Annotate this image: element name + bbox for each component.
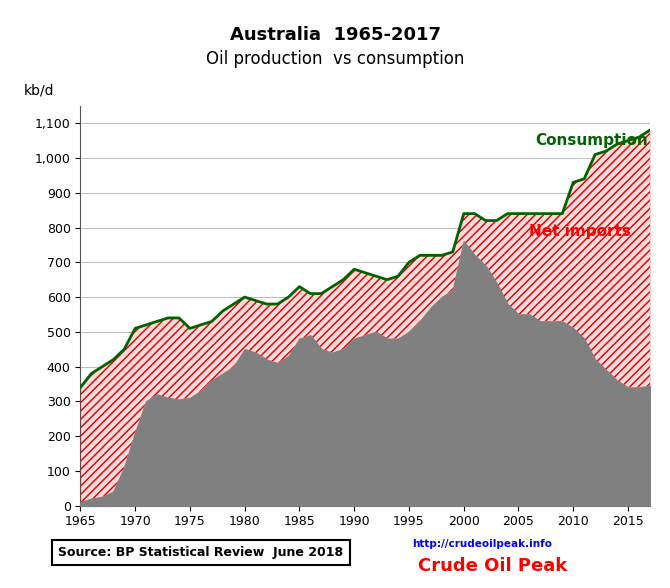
Text: Australia  1965-2017: Australia 1965-2017	[230, 26, 440, 45]
Text: Net imports: Net imports	[529, 223, 631, 239]
Text: kb/d: kb/d	[23, 84, 54, 98]
Text: Oil production  vs consumption: Oil production vs consumption	[206, 50, 464, 68]
Text: Source: BP Statistical Review  June 2018: Source: BP Statistical Review June 2018	[58, 546, 344, 559]
Text: Crude Oil Peak: Crude Oil Peak	[418, 557, 567, 574]
Text: Production: Production	[249, 385, 350, 403]
Text: http://crudeoilpeak.info: http://crudeoilpeak.info	[413, 539, 552, 549]
Text: Consumption: Consumption	[535, 133, 648, 148]
